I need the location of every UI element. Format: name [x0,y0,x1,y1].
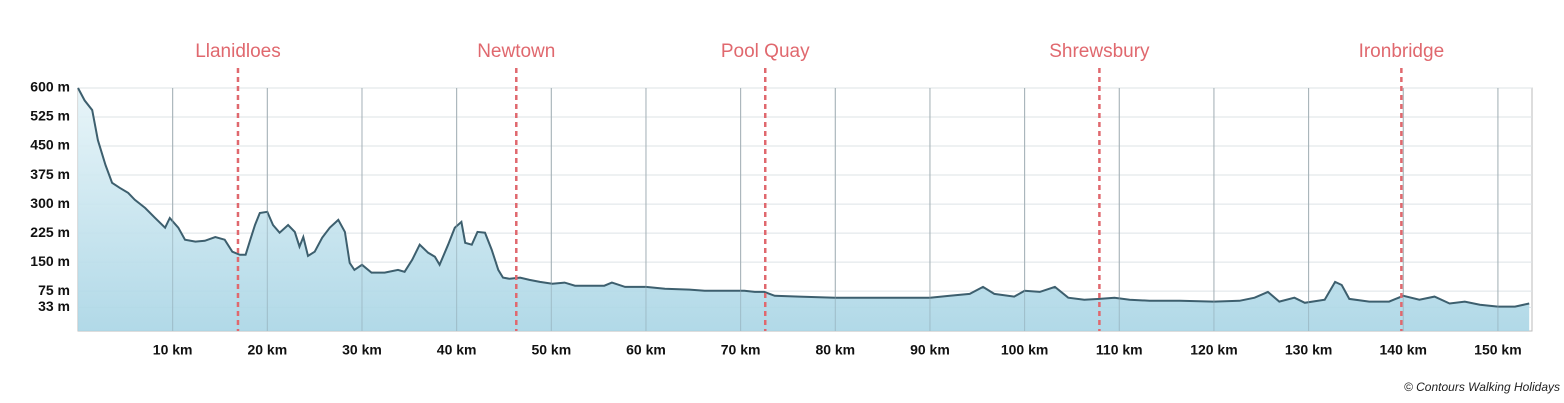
x-tick-label: 110 km [1096,342,1143,358]
x-tick-label: 70 km [721,342,761,358]
x-tick-label: 120 km [1190,342,1237,358]
x-tick-label: 150 km [1474,342,1521,358]
elevation-line [77,87,1530,308]
location-label: Pool Quay [721,41,810,62]
x-tick-label: 50 km [531,342,571,358]
x-tick-label: 80 km [815,342,855,358]
location-label: Newtown [477,41,555,62]
x-tick-label: 60 km [626,342,666,358]
y-tick-label: 225 m [30,224,70,240]
location-label: Ironbridge [1359,41,1445,62]
area-fill [78,88,1530,331]
y-tick-label: 450 m [30,137,70,153]
x-tick-label: 20 km [247,342,287,358]
y-tick-label: 525 m [30,108,70,124]
x-tick-label: 130 km [1285,342,1332,358]
x-tick-label: 10 km [153,342,193,358]
x-tick-label: 100 km [1001,342,1048,358]
y-tick-label: 75 m [38,282,70,298]
location-label: Shrewsbury [1049,41,1150,62]
y-tick-label: 600 m [30,79,70,95]
y-tick-label: 33 m [38,298,70,314]
y-tick-label: 300 m [30,195,70,211]
x-tick-label: 30 km [342,342,382,358]
y-tick-label: 375 m [30,166,70,182]
x-tick-label: 90 km [910,342,950,358]
x-tick-label: 40 km [437,342,477,358]
y-tick-label: 150 m [30,253,70,269]
x-tick-label: 140 km [1380,342,1427,358]
credit: © Contours Walking Holidays [1404,380,1560,394]
location-label: Llanidloes [195,41,281,62]
